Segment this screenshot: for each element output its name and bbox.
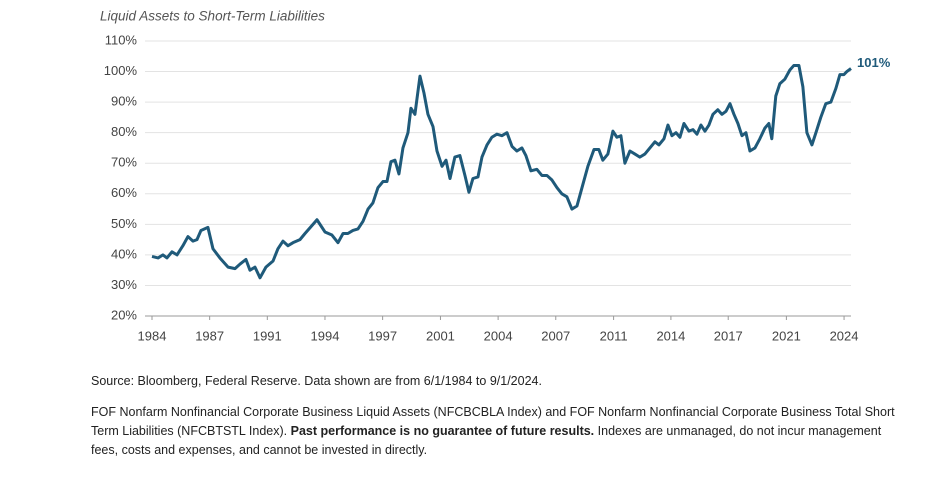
x-tick-label: 2021 xyxy=(772,328,801,343)
chart-title: Liquid Assets to Short-Term Liabilities xyxy=(100,9,325,24)
x-tick-label: 1994 xyxy=(311,328,340,343)
x-tick-label: 1987 xyxy=(195,328,224,343)
y-tick-label: 30% xyxy=(111,277,137,292)
x-tick-label: 2007 xyxy=(541,328,570,343)
x-tick-label: 2004 xyxy=(484,328,513,343)
y-tick-label: 100% xyxy=(104,63,138,78)
y-tick-label: 90% xyxy=(111,94,137,109)
chart: Liquid Assets to Short-Term Liabilities … xyxy=(100,9,891,344)
x-tick-label: 1997 xyxy=(368,328,397,343)
x-tick-label: 2011 xyxy=(600,328,628,343)
y-tick-label: 50% xyxy=(111,216,137,231)
y-tick-label: 40% xyxy=(111,246,137,261)
disclaimer-bold: Past performance is no guarantee of futu… xyxy=(290,424,595,438)
x-tick-label: 2024 xyxy=(830,328,859,343)
x-tick-label: 1984 xyxy=(138,328,167,343)
data-line xyxy=(151,63,852,280)
end-label: 101% xyxy=(857,55,891,70)
x-tick-label: 2001 xyxy=(426,328,455,343)
disclaimer-text: FOF Nonfarm Nonfinancial Corporate Busin… xyxy=(91,405,895,438)
footnotes: Source: Bloomberg, Federal Reserve. Data… xyxy=(91,372,911,472)
y-tick-label: 110% xyxy=(105,32,138,47)
y-tick-label: 20% xyxy=(111,307,137,322)
x-tick-label: 1991 xyxy=(253,328,282,343)
y-tick-label: 80% xyxy=(111,124,137,139)
x-tick-label: 2017 xyxy=(714,328,743,343)
disclaimer: FOF Nonfarm Nonfinancial Corporate Busin… xyxy=(91,403,911,460)
disclaimer-text: Indexes are unmanaged, do not incur mana… xyxy=(91,424,882,457)
y-tick-label: 60% xyxy=(111,185,137,200)
y-tick-label: 70% xyxy=(111,155,137,170)
x-tick-label: 2014 xyxy=(656,328,685,343)
source-note: Source: Bloomberg, Federal Reserve. Data… xyxy=(91,374,542,388)
